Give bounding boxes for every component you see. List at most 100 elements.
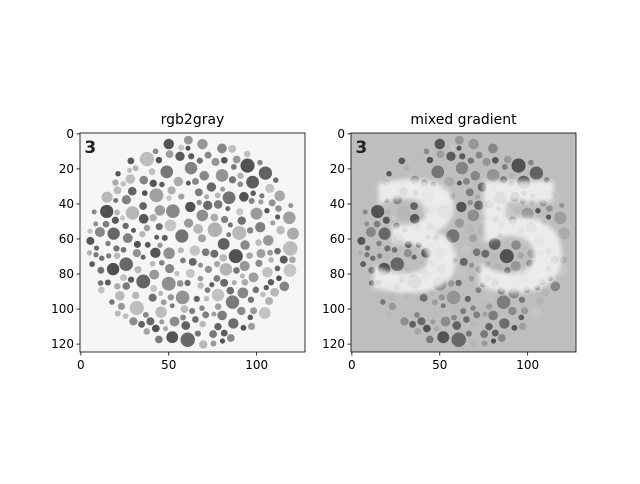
plate-dot	[384, 252, 392, 259]
plate-dot	[97, 266, 105, 274]
plate-mark: 3	[355, 138, 367, 158]
plate-dot	[120, 247, 127, 253]
plate-dot	[430, 319, 436, 325]
plate-dot	[403, 249, 412, 258]
plate-dot	[214, 303, 222, 310]
plate-dot	[151, 324, 160, 333]
plate-dot	[139, 231, 146, 238]
plate-dot	[472, 248, 481, 257]
plate-dot	[362, 209, 368, 215]
plate-dot	[391, 247, 398, 253]
plate-dot	[97, 286, 105, 294]
plate-dot	[173, 176, 184, 187]
plate-dot	[459, 153, 466, 160]
plate-dot	[166, 195, 172, 201]
plate-dot	[263, 284, 269, 291]
plate-dot	[490, 338, 497, 344]
y-tick-label: 20	[330, 162, 345, 176]
plate-dot	[420, 260, 427, 267]
plate-dot	[213, 200, 223, 209]
plate-dot	[426, 306, 438, 318]
plate-dot	[180, 314, 186, 321]
plate-dot	[357, 236, 366, 245]
plate-dot	[133, 240, 141, 248]
plate-dot	[385, 283, 392, 290]
plate-dot	[163, 138, 174, 150]
plate-dot	[181, 321, 191, 330]
plate-dot	[109, 299, 115, 305]
plate-dot	[252, 286, 260, 294]
plate-dot	[272, 177, 279, 183]
plate-dot	[246, 252, 253, 259]
plate-dot	[207, 222, 223, 237]
plate-dot	[484, 200, 494, 209]
plate-dot	[368, 286, 376, 294]
plate-dot	[497, 334, 506, 342]
plate-dot	[247, 322, 256, 331]
plate-dot	[158, 290, 164, 297]
plate-dot	[398, 276, 406, 283]
plate-dot	[470, 305, 476, 311]
plate-dot	[228, 318, 239, 329]
plate-dot	[490, 254, 499, 262]
plate-dot	[127, 157, 135, 165]
plate-dot	[535, 207, 541, 214]
plate-dot	[211, 311, 217, 317]
plate-dot	[470, 320, 477, 328]
plate-dot	[248, 272, 259, 283]
plate-dot	[114, 283, 121, 290]
plate-dot	[127, 167, 133, 173]
plate-dot	[470, 170, 481, 181]
plate-dot	[434, 247, 446, 260]
plate-dot	[115, 171, 121, 177]
plate-dot	[214, 322, 222, 331]
plate-dot	[523, 286, 531, 294]
plate-dot	[265, 297, 274, 306]
plate-dot	[192, 316, 199, 323]
y-tick-label: 60	[330, 232, 345, 246]
plate-dot	[411, 254, 417, 260]
plate-dot	[111, 216, 119, 224]
plate-dot	[508, 216, 517, 225]
plate-dot	[211, 288, 225, 302]
plate-dot	[237, 172, 244, 180]
plate-dot	[131, 227, 137, 233]
plate-dot	[497, 232, 503, 238]
plate-dot	[162, 326, 169, 332]
plate-dot	[491, 215, 500, 224]
plate-dot	[174, 271, 180, 277]
plate-dot	[510, 191, 520, 202]
plate-dot	[526, 222, 537, 233]
y-tick-label: 20	[59, 162, 74, 176]
plate-dot	[204, 287, 211, 293]
plate-dot	[432, 276, 447, 291]
plate-dot	[152, 148, 159, 155]
plate-dot	[553, 241, 569, 256]
plate-dot	[97, 280, 104, 286]
plate-dot	[86, 250, 93, 256]
plate-dot	[503, 225, 518, 240]
plate-dot	[120, 181, 127, 187]
plate-dot	[106, 262, 120, 276]
plate-dot	[364, 245, 371, 251]
plate-dot	[225, 295, 240, 309]
plate-dot	[246, 175, 260, 189]
plate-dot	[237, 306, 246, 316]
plate-dot	[451, 257, 457, 264]
plate-dot	[113, 245, 120, 252]
plate-dot	[531, 291, 537, 298]
plate-dot	[274, 190, 286, 202]
plate-dot	[113, 252, 121, 259]
plate-dot	[228, 249, 243, 264]
plate-dot	[481, 249, 490, 258]
plate-dot	[140, 254, 146, 260]
plate-dot	[433, 326, 440, 332]
plate-dot	[119, 215, 126, 221]
plate-dot	[191, 178, 199, 185]
plate-dot	[264, 207, 270, 214]
plate-dot	[210, 213, 219, 222]
plate-dot	[144, 241, 151, 248]
plate-dot	[166, 204, 180, 218]
plate-dot	[482, 311, 488, 317]
plate-dot	[497, 286, 506, 295]
